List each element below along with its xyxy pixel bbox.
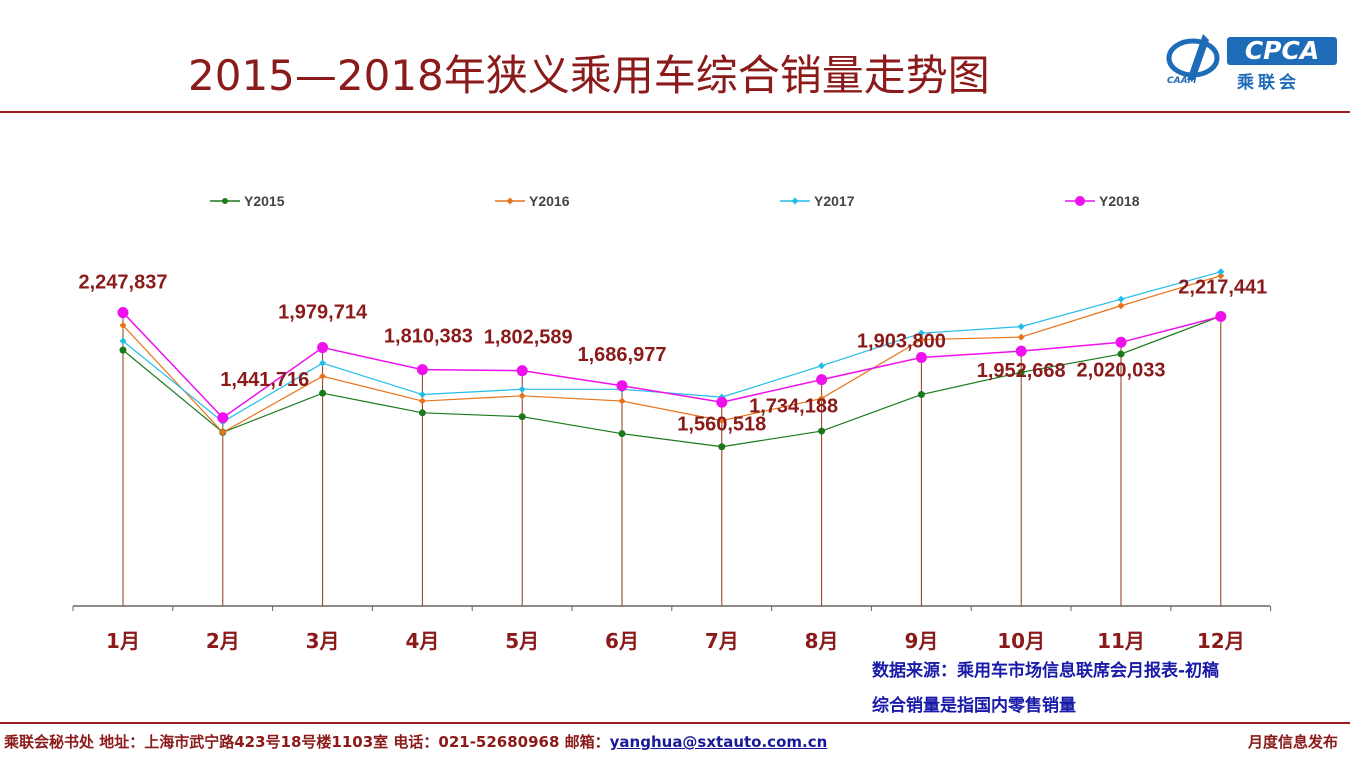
data-point-Y2016 — [1117, 302, 1125, 310]
data-label: 1,979,714 — [278, 302, 368, 324]
data-point-Y2018 — [716, 396, 728, 408]
data-point-Y2018 — [1115, 336, 1127, 348]
data-label: 1,903,800 — [857, 330, 946, 352]
data-label: 2,020,033 — [1077, 359, 1166, 381]
data-point-Y2018 — [317, 342, 329, 354]
data-point-Y2015 — [119, 346, 127, 354]
legend-marker-Y2016 — [506, 197, 514, 205]
data-point-Y2017 — [119, 337, 127, 345]
data-label: 1,810,383 — [384, 326, 473, 348]
data-point-Y2018 — [416, 364, 428, 376]
legend-label: Y2016 — [529, 193, 570, 209]
data-label: 1,686,977 — [578, 344, 667, 366]
data-point-Y2017 — [319, 359, 327, 367]
data-point-Y2018 — [217, 412, 229, 424]
data-point-Y2016 — [518, 392, 526, 400]
data-point-Y2018 — [816, 374, 828, 386]
data-point-Y2016 — [1217, 272, 1225, 280]
data-point-Y2016 — [917, 336, 925, 344]
x-tick-label: 3月 — [306, 629, 340, 653]
footer-email-link[interactable]: yanghua@sxtauto.com.cn — [609, 733, 828, 751]
x-tick-label: 5月 — [505, 629, 539, 653]
caam-emblem-icon — [1166, 34, 1220, 80]
data-point-Y2016 — [219, 428, 227, 436]
data-point-Y2017 — [418, 391, 426, 399]
data-point-Y2017 — [1117, 295, 1125, 303]
data-point-Y2017 — [818, 362, 826, 370]
header-divider — [0, 111, 1350, 113]
data-point-Y2017 — [917, 329, 925, 337]
series-line-Y2018 — [122, 312, 1221, 419]
data-point-Y2016 — [818, 394, 826, 402]
cpca-logo: CAAM CPCA 乘联会 — [1165, 30, 1345, 93]
legend-label: Y2018 — [1099, 193, 1140, 209]
data-point-Y2016 — [718, 417, 726, 425]
footer-org-info: 乘联会秘书处 地址：上海市武宁路423号18号楼1103室 电话：021-526… — [4, 733, 610, 751]
data-point-Y2015 — [319, 389, 327, 397]
data-point-Y2018 — [616, 380, 628, 392]
data-label: 2,217,441 — [1178, 277, 1267, 299]
logo-cn-text: 乘联会 — [1237, 73, 1300, 93]
sales-line-chart: 1月 2月 3月 4月 5月 6月 7月 8月 9月 10月 11月 12月 Y2015 Y2016 Y20… — [72, 193, 1272, 653]
data-point-Y2015 — [818, 427, 826, 435]
x-tick-label: 11月 — [1097, 629, 1145, 653]
data-label: 1,952,668 — [977, 360, 1066, 382]
data-point-Y2015 — [1017, 368, 1025, 376]
data-point-Y2015 — [418, 409, 426, 417]
x-tick-label: 8月 — [805, 629, 839, 653]
data-point-Y2017 — [1017, 323, 1025, 331]
series-line-Y2017 — [122, 271, 1221, 423]
data-point-Y2016 — [1017, 333, 1025, 341]
data-point-Y2016 — [618, 397, 626, 405]
data-point-Y2015 — [518, 413, 526, 421]
footer-release-label: 月度信息发布 — [1247, 733, 1338, 751]
series-line-Y2016 — [122, 275, 1221, 434]
data-label: 2,247,837 — [79, 272, 168, 294]
data-point-Y2016 — [418, 397, 426, 405]
data-label: 1,560,518 — [677, 413, 766, 435]
x-tick-label: 9月 — [904, 629, 938, 653]
definition-note: 综合销量是指国内零售销量 — [872, 696, 1076, 716]
data-label: 1,802,589 — [484, 327, 573, 349]
x-tick-label: 4月 — [405, 629, 439, 653]
data-point-Y2015 — [618, 430, 626, 438]
x-tick-label: 7月 — [705, 629, 739, 653]
legend-label: Y2015 — [244, 193, 285, 209]
data-point-Y2015 — [917, 391, 925, 399]
data-point-Y2015 — [1117, 350, 1125, 358]
legend-marker-Y2015 — [222, 198, 228, 204]
data-point-Y2018 — [1215, 311, 1227, 323]
x-tick-label: 1月 — [106, 629, 140, 653]
data-source-note: 数据来源：乘用车市场信息联席会月报表-初稿 — [872, 661, 1220, 681]
data-label: 1,441,716 — [220, 369, 309, 391]
page-title: 2015—2018年狭义乘用车综合销量走势图 — [188, 51, 990, 100]
data-point-Y2017 — [1217, 268, 1225, 276]
data-point-Y2018 — [915, 351, 927, 363]
x-tick-label: 6月 — [605, 629, 639, 653]
data-point-Y2017 — [518, 385, 526, 393]
series-line-Y2015 — [122, 315, 1222, 448]
data-point-Y2018 — [516, 365, 528, 377]
footer-contact: 乘联会秘书处 地址：上海市武宁路423号18号楼1103室 电话：021-526… — [4, 731, 827, 752]
footer-divider — [0, 722, 1350, 724]
data-point-Y2016 — [119, 321, 127, 329]
data-point-Y2018 — [1015, 345, 1027, 357]
x-tick-label: 2月 — [206, 629, 240, 653]
x-tick-label: 10月 — [997, 629, 1045, 653]
logo-caam-text: CAAM — [1167, 76, 1197, 86]
legend-marker-Y2017 — [791, 197, 799, 205]
data-label: 1,734,188 — [749, 396, 838, 418]
data-point-Y2015 — [718, 443, 726, 451]
x-tick-label: 12月 — [1197, 629, 1245, 653]
data-point-Y2018 — [117, 307, 129, 319]
data-point-Y2016 — [319, 372, 327, 380]
logo-cpca-text: CPCA — [1227, 37, 1337, 65]
legend-marker-Y2018 — [1075, 196, 1085, 206]
legend-label: Y2017 — [814, 193, 855, 209]
